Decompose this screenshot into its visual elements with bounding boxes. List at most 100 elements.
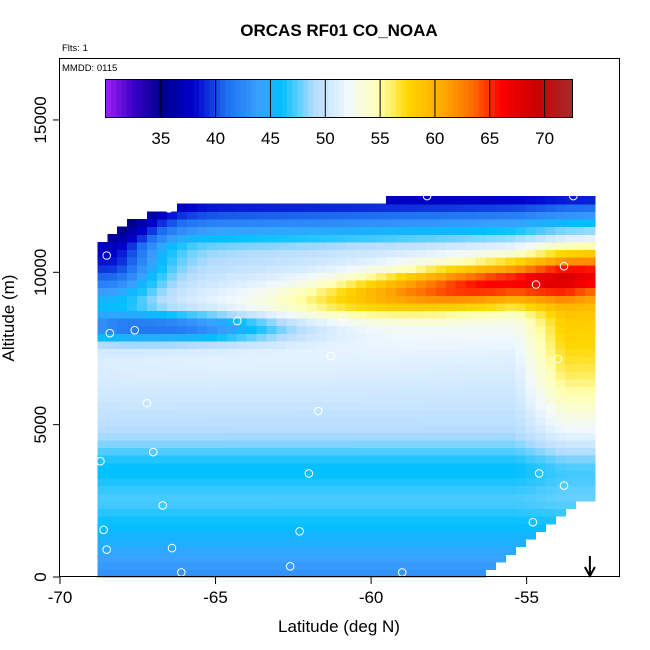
heatmap-cell	[107, 287, 118, 296]
heatmap-cell	[525, 516, 536, 525]
heatmap-cell	[545, 363, 556, 372]
heatmap-cell	[515, 340, 527, 350]
heatmap-cell	[206, 554, 218, 563]
heatmap-cell	[276, 241, 288, 251]
heatmap-cell	[326, 226, 337, 235]
heatmap-cell	[107, 386, 118, 395]
colorbar-segment	[546, 80, 552, 117]
heatmap-cell	[137, 470, 148, 479]
heatmap-cell	[366, 561, 377, 570]
heatmap-cell	[276, 333, 288, 342]
heatmap-cell	[535, 516, 546, 525]
heatmap-cell	[585, 462, 596, 471]
heatmap-cell	[167, 500, 178, 510]
heatmap-cell	[196, 257, 208, 266]
heatmap-cell	[545, 196, 556, 205]
heatmap-cell	[137, 546, 148, 555]
heatmap-cell	[117, 356, 128, 365]
heatmap-cell	[485, 477, 497, 487]
heatmap-cell	[515, 462, 527, 471]
heatmap-cell	[326, 257, 337, 266]
heatmap-cell	[376, 386, 387, 395]
heatmap-cell	[266, 417, 278, 426]
heatmap-cell	[415, 401, 427, 411]
heatmap-cell	[415, 424, 427, 433]
heatmap-cell	[455, 318, 467, 327]
sample-point	[167, 543, 177, 553]
heatmap-cell	[505, 417, 517, 426]
heatmap-cell	[107, 279, 118, 289]
heatmap-cell	[306, 516, 317, 525]
heatmap-cell	[376, 401, 387, 411]
heatmap-cell	[376, 409, 387, 418]
heatmap-cell	[236, 516, 248, 525]
heatmap-cell	[276, 310, 288, 319]
heatmap-cell	[266, 211, 278, 220]
heatmap-cell	[167, 477, 178, 487]
heatmap-cell	[336, 470, 347, 479]
heatmap-cell	[117, 546, 128, 555]
heatmap-cell	[435, 234, 447, 243]
heatmap-cell	[236, 561, 248, 570]
heatmap-cell	[206, 485, 218, 494]
heatmap-cell	[346, 234, 357, 243]
heatmap-cell	[256, 538, 268, 548]
heatmap-cell	[455, 470, 467, 479]
colorbar-segment	[401, 80, 407, 117]
heatmap-cell	[475, 279, 487, 289]
heatmap-cell	[167, 538, 178, 548]
heatmap-cell	[415, 432, 427, 441]
heatmap-cell	[376, 485, 387, 494]
colorbar-segment	[364, 80, 371, 117]
heatmap-cell	[147, 348, 158, 357]
colorbar-segment	[509, 80, 516, 117]
heatmap-cell	[127, 394, 138, 403]
heatmap-cell	[485, 424, 497, 433]
heatmap-cell	[286, 447, 298, 456]
colorbar-segment	[380, 80, 387, 117]
heatmap-cell	[236, 310, 248, 319]
heatmap-cell	[405, 257, 417, 266]
heatmap-cell	[396, 462, 407, 471]
heatmap-cell	[246, 386, 258, 395]
heatmap-cell	[117, 257, 128, 266]
heatmap-cell	[585, 394, 596, 403]
heatmap-cell	[256, 234, 268, 243]
heatmap-cell	[167, 378, 178, 388]
heatmap-cell	[435, 356, 447, 365]
heatmap-cell	[246, 226, 258, 235]
heatmap-cell	[465, 424, 477, 433]
heatmap-cell	[316, 401, 327, 411]
heatmap-cell	[147, 455, 158, 464]
heatmap-cell	[167, 218, 178, 228]
heatmap-cell	[286, 493, 298, 502]
heatmap-cell	[455, 287, 467, 296]
heatmap-cell	[306, 424, 317, 433]
heatmap-cell	[276, 318, 288, 327]
heatmap-cell	[346, 356, 357, 365]
heatmap-cell	[336, 264, 347, 273]
heatmap-cell	[585, 234, 596, 243]
heatmap-cell	[575, 470, 586, 479]
heatmap-cell	[525, 356, 536, 365]
heatmap-cell	[485, 249, 497, 258]
heatmap-cell	[326, 569, 337, 578]
heatmap-cell	[127, 531, 138, 540]
heatmap-cell	[545, 257, 556, 266]
heatmap-cell	[107, 432, 118, 441]
heatmap-cell	[216, 310, 228, 319]
colorbar-ticks: 35 40 45 50 55 60 65 70	[151, 80, 554, 148]
heatmap-cell	[505, 523, 517, 532]
heatmap-cell	[127, 462, 138, 471]
heatmap-cell	[107, 234, 118, 243]
heatmap-cell	[505, 356, 517, 365]
heatmap-cell	[495, 264, 507, 273]
heatmap-cell	[455, 546, 467, 555]
heatmap-cell	[256, 417, 268, 426]
heatmap-cell	[575, 340, 586, 350]
heatmap-cell	[525, 447, 536, 456]
heatmap-cell	[157, 508, 168, 517]
heatmap-cell	[107, 477, 118, 487]
heatmap-cell	[306, 500, 317, 510]
heatmap-cell	[306, 325, 317, 334]
